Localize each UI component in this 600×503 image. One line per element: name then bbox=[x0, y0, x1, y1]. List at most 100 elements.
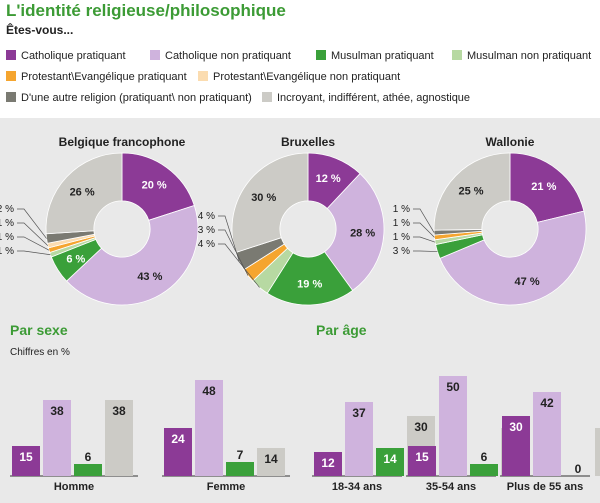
pie-callout-line bbox=[17, 250, 51, 256]
pie-callout-line bbox=[413, 250, 438, 252]
pie-callout-label: 1 % bbox=[0, 246, 14, 257]
pie-slice-cnp bbox=[323, 173, 385, 292]
bar-value-label: 6 bbox=[85, 450, 92, 464]
pie-slice-inc bbox=[433, 152, 511, 231]
bar-cp bbox=[314, 452, 342, 476]
pie-slice-mp bbox=[266, 251, 354, 306]
bar-title: Par sexe bbox=[10, 322, 68, 338]
pie-callout-line bbox=[413, 222, 435, 238]
pie-value-label: 26 % bbox=[70, 187, 95, 199]
legend-label: Incroyant, indifférent, athée, agnostiqu… bbox=[277, 92, 471, 104]
bar-value-label: 14 bbox=[264, 452, 278, 466]
bar-value-label: 30 bbox=[414, 420, 428, 434]
bar-value-label: 42 bbox=[540, 396, 554, 410]
bar-cnp bbox=[345, 402, 373, 476]
bar-cnp bbox=[43, 400, 71, 476]
bar-category-label: Homme bbox=[54, 481, 94, 493]
bar-mp bbox=[376, 448, 404, 476]
bar-value-label: 6 bbox=[481, 450, 488, 464]
pie-callout-label: 4 % bbox=[198, 211, 215, 222]
bar-cnp bbox=[439, 376, 467, 476]
legend-swatch bbox=[452, 50, 462, 60]
bar-subtitle: Chiffres en % bbox=[10, 347, 70, 358]
bar-cp bbox=[164, 428, 192, 476]
pie-value-label: 21 % bbox=[531, 181, 556, 193]
pie-value-label: 30 % bbox=[251, 192, 276, 204]
pie-callout-line bbox=[17, 236, 50, 251]
bar-inc bbox=[595, 428, 600, 476]
bar-category-label: Femme bbox=[207, 481, 246, 493]
bar-value-label: 38 bbox=[50, 404, 64, 418]
bar-value-label: 15 bbox=[19, 450, 33, 464]
pie-callout-line bbox=[218, 229, 249, 276]
pie-title: Belgique francophone bbox=[59, 135, 186, 149]
pie-slice-cnp bbox=[439, 210, 587, 306]
bar-value-label: 48 bbox=[202, 384, 216, 398]
pie-callout-line bbox=[218, 243, 260, 288]
legend-item-aut: D'une autre religion (pratiquant\ non pr… bbox=[6, 92, 252, 104]
pie-title: Wallonie bbox=[486, 135, 535, 149]
pie-callout-label: 1 % bbox=[393, 218, 410, 229]
pie-callout-line bbox=[17, 208, 47, 239]
legend-swatch bbox=[316, 50, 326, 60]
legend-label: Catholique pratiquant bbox=[21, 50, 126, 62]
legend-item-inc: Incroyant, indifférent, athée, agnostiqu… bbox=[262, 92, 470, 104]
bar-value-label: 30 bbox=[509, 420, 523, 434]
legend-label: Protestant\Evangélique pratiquant bbox=[21, 71, 187, 83]
legend-label: Musulman non pratiquant bbox=[467, 50, 592, 62]
charts-svg: Belgique francophone 20 % 43 % 6 % 26 % 2 % 1 … bbox=[0, 135, 600, 493]
pie-callout-line bbox=[413, 208, 435, 233]
bar-value-label: 24 bbox=[171, 432, 185, 446]
legend-item-mp: Musulman pratiquant bbox=[316, 50, 434, 62]
bar-cp bbox=[12, 446, 40, 476]
chart-title: L'identité religieuse/philosophique bbox=[6, 1, 286, 20]
pie-callout-label: 1 % bbox=[0, 218, 14, 229]
bar-value-label: 38 bbox=[112, 404, 126, 418]
pie-value-label: 43 % bbox=[137, 271, 162, 283]
bar-mp bbox=[226, 462, 254, 476]
bar-inc bbox=[105, 400, 133, 476]
pie-value-label: 20 % bbox=[142, 180, 167, 192]
legend-swatch bbox=[6, 50, 16, 60]
bar-mp bbox=[470, 464, 498, 476]
legend-item-cnp: Catholique non pratiquant bbox=[150, 50, 291, 62]
pie-value-label: 28 % bbox=[350, 227, 375, 239]
pie-callout-line bbox=[17, 222, 49, 246]
legend-swatch bbox=[262, 92, 272, 102]
bar-cp bbox=[502, 416, 530, 476]
bar-cp bbox=[408, 446, 436, 476]
legend-item-mnp: Musulman non pratiquant bbox=[452, 50, 591, 62]
legend-swatch bbox=[198, 71, 208, 81]
legend-swatch bbox=[150, 50, 160, 60]
bar-mp bbox=[74, 464, 102, 476]
pie-value-label: 25 % bbox=[458, 186, 483, 198]
bar-value-label: 12 bbox=[321, 456, 335, 470]
pie-callout-label: 2 % bbox=[0, 204, 14, 215]
bar-category-label: 35-54 ans bbox=[426, 481, 476, 493]
bar-value-label: 37 bbox=[352, 406, 366, 420]
legend-swatch bbox=[6, 71, 16, 81]
pie-callout-label: 4 % bbox=[198, 239, 215, 250]
pie-title: Bruxelles bbox=[281, 135, 335, 149]
pie-value-label: 6 % bbox=[66, 253, 85, 265]
bar-cnp bbox=[533, 392, 561, 476]
pie-value-label: 19 % bbox=[297, 279, 322, 291]
legend-item-cp: Catholique pratiquant bbox=[6, 50, 126, 62]
pie-slice-cnp bbox=[66, 205, 199, 306]
pie-callout-label: 3 % bbox=[198, 225, 215, 236]
pie-slice-cp bbox=[121, 152, 195, 221]
pie-callout-line bbox=[218, 215, 240, 262]
pie-callout-label: 1 % bbox=[0, 232, 14, 243]
bar-value-label: 50 bbox=[446, 380, 460, 394]
bar-inc bbox=[257, 448, 285, 476]
bar-title: Par âge bbox=[316, 322, 367, 338]
bar-value-label: 0 bbox=[575, 462, 582, 476]
legend-label: Musulman pratiquant bbox=[331, 50, 434, 62]
legend: Catholique pratiquant Catholique non pra… bbox=[0, 44, 600, 110]
legend-label: Protestant\Evangélique non pratiquant bbox=[213, 71, 401, 83]
legend-label: Catholique non pratiquant bbox=[165, 50, 291, 62]
pie-value-label: 47 % bbox=[515, 276, 540, 288]
bar-category-label: 18-34 ans bbox=[332, 481, 382, 493]
pie-slice-cp bbox=[509, 152, 585, 223]
legend-label: D'une autre religion (pratiquant\ non pr… bbox=[21, 92, 252, 104]
